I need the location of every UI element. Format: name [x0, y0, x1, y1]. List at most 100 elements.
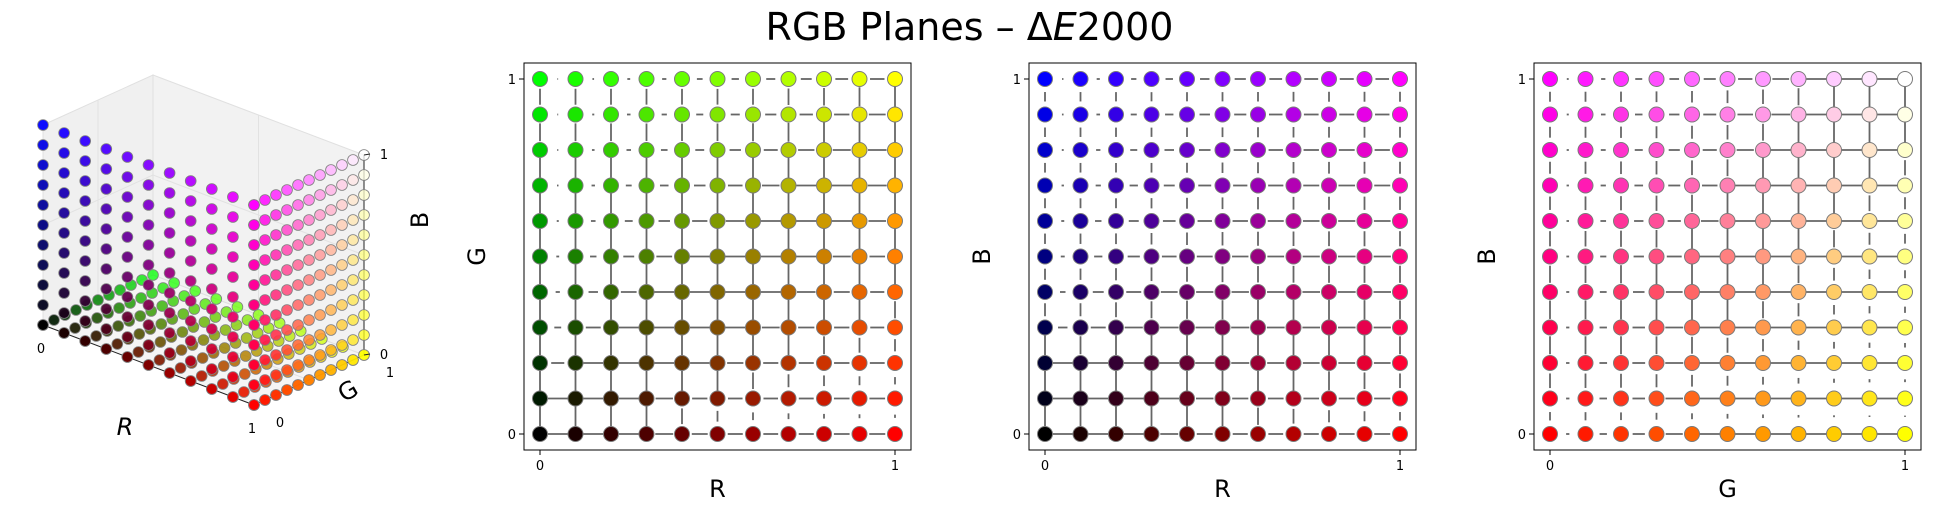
data-point	[259, 194, 271, 206]
y-tick-label: 0	[508, 428, 516, 443]
data-point	[1321, 426, 1337, 442]
data-point	[1179, 177, 1195, 194]
data-point	[100, 263, 113, 275]
data-point	[184, 215, 197, 227]
data-point	[1108, 319, 1124, 336]
data-point	[745, 71, 761, 87]
data-point	[1790, 248, 1807, 265]
data-point	[1072, 177, 1089, 194]
data-point	[851, 213, 868, 229]
data-point	[780, 319, 797, 336]
data-point	[206, 243, 218, 255]
data-point	[851, 355, 868, 371]
data-point	[100, 343, 113, 355]
data-point	[347, 334, 359, 346]
data-point	[358, 289, 370, 301]
data-point	[1108, 248, 1124, 265]
data-point	[532, 355, 548, 371]
data-point	[1250, 355, 1266, 371]
data-point	[184, 275, 197, 287]
data-point	[1356, 213, 1373, 229]
data-point	[206, 263, 218, 275]
data-point	[1250, 177, 1266, 194]
data-point	[1285, 426, 1302, 442]
data-point	[1108, 390, 1124, 407]
data-point	[1684, 319, 1700, 336]
data-point	[1250, 319, 1266, 336]
y-tick-label: 0	[1013, 428, 1021, 443]
data-point	[1214, 319, 1231, 336]
data-point	[1285, 284, 1302, 300]
data-point	[1214, 142, 1231, 158]
data-point	[248, 259, 260, 271]
plot-frame	[1533, 62, 1922, 451]
data-point	[314, 369, 326, 381]
data-point	[1648, 355, 1665, 371]
data-point	[156, 300, 169, 312]
data-point	[532, 142, 548, 158]
data-point	[1613, 390, 1629, 407]
data-point	[851, 142, 868, 158]
data-point	[674, 284, 690, 300]
data-point	[1285, 142, 1302, 158]
data-point	[1861, 284, 1878, 300]
data-point	[358, 169, 370, 181]
data-point	[887, 319, 903, 336]
data-point	[227, 251, 239, 263]
data-point	[674, 213, 690, 229]
data-point	[1037, 284, 1053, 300]
data-point	[816, 319, 832, 336]
data-point	[1037, 390, 1053, 407]
data-point	[1179, 213, 1195, 229]
data-point	[142, 179, 155, 191]
data-point	[1684, 284, 1700, 300]
data-point	[177, 308, 190, 320]
data-point	[163, 207, 176, 219]
data-point	[58, 167, 70, 179]
data-point	[638, 355, 655, 371]
data-point	[1542, 426, 1558, 442]
data-point	[674, 177, 690, 194]
data-point	[780, 106, 797, 123]
data-point	[603, 390, 619, 407]
data-point	[154, 336, 167, 348]
data-point	[1648, 248, 1665, 265]
data-point	[638, 426, 655, 442]
data-point	[1072, 426, 1089, 442]
data-point	[1684, 390, 1700, 407]
data-point	[303, 274, 315, 286]
data-point	[1214, 390, 1231, 407]
data-point	[709, 71, 726, 87]
data-point	[1285, 248, 1302, 265]
data-point	[1648, 213, 1665, 229]
data-point	[325, 224, 337, 236]
data-point	[1684, 71, 1700, 87]
data-point	[1826, 355, 1842, 371]
data-point	[210, 293, 223, 305]
data-point	[217, 378, 229, 390]
data-point	[37, 179, 49, 191]
data-point	[603, 426, 619, 442]
data-point	[259, 214, 271, 226]
x-tick-label: 1	[891, 459, 899, 474]
data-point	[325, 264, 337, 276]
data-point	[70, 304, 82, 316]
data-point	[1719, 248, 1736, 265]
data-point	[189, 285, 202, 297]
data-point	[887, 142, 903, 158]
data-point	[184, 255, 197, 267]
data-point	[1321, 390, 1337, 407]
data-point	[1897, 248, 1913, 265]
data-point	[851, 390, 868, 407]
b-axis-label: B	[406, 212, 434, 228]
data-point	[336, 199, 348, 211]
data-point	[674, 390, 690, 407]
data-points	[532, 71, 903, 442]
data-point	[1285, 355, 1302, 371]
rg-plane-chart: 0 1 0 1 R G	[463, 62, 912, 503]
data-point	[270, 249, 282, 261]
data-point	[142, 279, 155, 291]
data-point	[1577, 426, 1594, 442]
data-point	[248, 199, 260, 211]
data-point	[1790, 284, 1807, 300]
